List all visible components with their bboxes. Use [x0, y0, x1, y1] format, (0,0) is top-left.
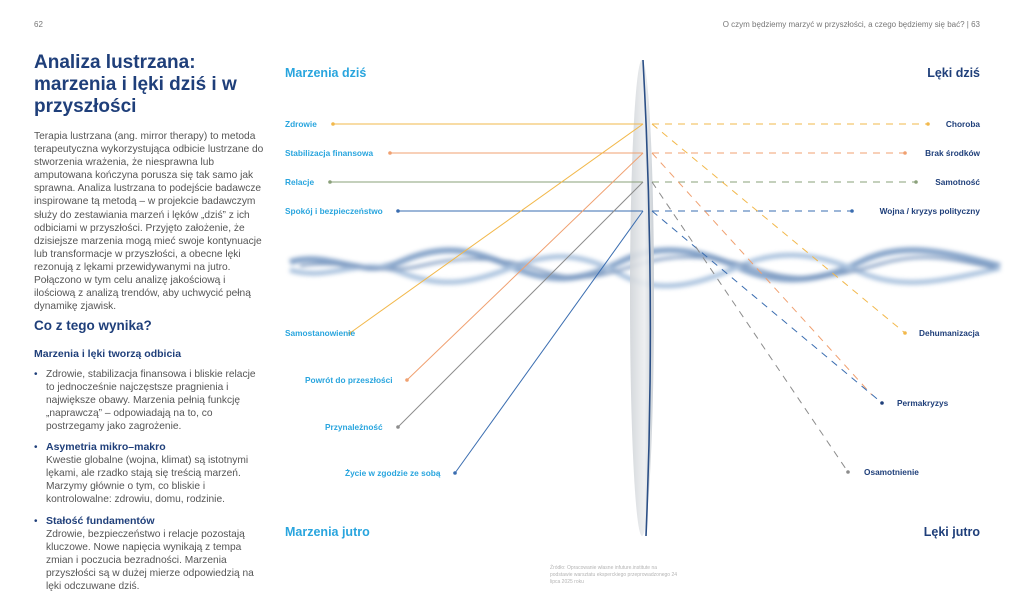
dream-today-2: Stabilizacja finansowa	[285, 148, 374, 158]
bullet-title: Asymetria mikro–makro	[46, 441, 166, 453]
section-heading: Co z tego wynika?	[34, 318, 152, 333]
line-permakryzys-orange	[651, 152, 873, 396]
label-dreams-future: Marzenia jutro	[285, 525, 370, 539]
dream-today-1: Zdrowie	[285, 119, 317, 129]
fear-today-2: Brak środków	[925, 148, 980, 158]
endpoint-dots	[328, 122, 930, 475]
bullet-title: Stałość fundamentów	[46, 515, 155, 527]
bullet-2: • Asymetria mikro–makro Kwestie globalne…	[34, 441, 266, 506]
fear-future-3: Osamotnienie	[864, 467, 919, 477]
dream-future-2: Powrót do przeszłości	[305, 375, 393, 385]
subheading: Marzenia i lęki tworzą odbicia	[34, 348, 182, 360]
line-permakryzys	[651, 210, 883, 404]
label-dreams-today: Marzenia dziś	[285, 66, 367, 80]
line-zycie	[454, 210, 644, 474]
fear-today-3: Samotność	[935, 177, 980, 187]
fear-today-1: Choroba	[945, 119, 980, 129]
label-fears-today: Lęki dziś	[927, 66, 980, 80]
line-dehumanizacja	[651, 123, 906, 334]
dream-future-4: Życie w zgodzie ze sobą	[345, 468, 441, 478]
bullet-text: Kwestie globalne (wojna, klimat) są isto…	[46, 455, 249, 506]
line-samostanowienie	[349, 123, 644, 334]
label-fears-future: Lęki jutro	[923, 525, 980, 539]
dream-future-1: Samostanowienie	[285, 328, 356, 338]
fear-future-1: Dehumanizacja	[919, 328, 980, 338]
bullet-text: Zdrowie, stabilizacja finansowa i bliski…	[46, 369, 256, 433]
dream-today-4: Spokój i bezpieczeństwo	[285, 206, 383, 216]
bullet-1: • Zdrowie, stabilizacja finansowa i blis…	[34, 368, 266, 433]
line-przynaleznosc	[397, 181, 644, 428]
fear-today-4: Wojna / kryzys polityczny	[879, 206, 980, 216]
bullet-text: Zdrowie, bezpieczeństwo i relacje pozost…	[46, 529, 254, 593]
today-lines	[330, 123, 644, 474]
page-title: Analiza lustrzana: marzenia i lęki dziś …	[34, 52, 237, 117]
dream-today-3: Relacje	[285, 177, 315, 187]
page-number-left: 62	[34, 20, 43, 29]
line-osamotnienie	[651, 181, 849, 473]
bullet-icon: •	[34, 442, 38, 453]
line-powrot	[406, 152, 644, 381]
bullet-icon: •	[34, 369, 38, 380]
running-header: O czym będziemy marzyć w przyszłości, a …	[722, 20, 980, 29]
fear-future-2: Permakryzys	[897, 398, 949, 408]
bullet-icon: •	[34, 516, 38, 527]
intro-paragraph: Terapia lustrzana (ang. mirror therapy) …	[34, 131, 264, 313]
dream-future-3: Przynależność	[325, 422, 383, 432]
source-note: Źródło: Opracowanie własne infuture.inst…	[550, 565, 678, 585]
mirror-lens	[630, 59, 654, 537]
fear-lines	[651, 123, 928, 473]
bullet-3: • Stałość fundamentów Zdrowie, bezpiecze…	[34, 515, 266, 593]
